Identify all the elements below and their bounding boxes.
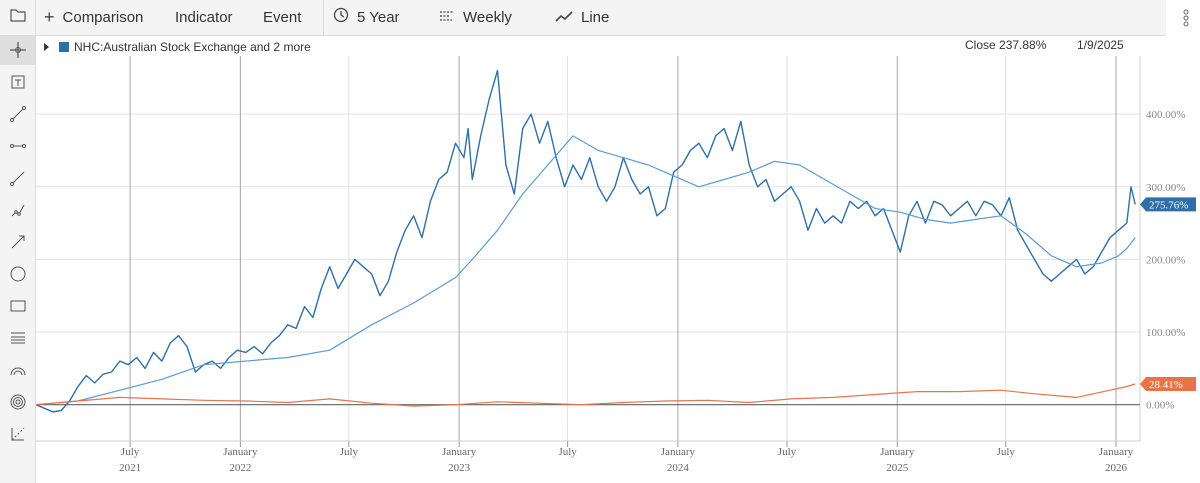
- indicator-button[interactable]: Indicator: [175, 0, 233, 35]
- x-tick-label: July: [778, 446, 797, 458]
- range-label: 5 Year: [357, 9, 400, 26]
- x-tick-label: July: [558, 446, 577, 458]
- event-button[interactable]: Event: [263, 0, 301, 35]
- arc-icon[interactable]: [0, 355, 35, 385]
- text-box-icon[interactable]: [0, 67, 35, 97]
- series-line-1: [36, 135, 1136, 406]
- comparison-button[interactable]: + Comparison: [44, 0, 143, 35]
- series-line-2: [36, 383, 1136, 407]
- horizontal-line-icon[interactable]: [0, 131, 35, 161]
- interval-label: Weekly: [463, 9, 512, 26]
- fibonacci-icon[interactable]: [0, 323, 35, 353]
- x-tick-year-label: 2025: [886, 462, 909, 474]
- x-tick-year-label: 2023: [448, 462, 471, 474]
- performance-chart[interactable]: 0.00% 100.00% 200.00% 300.00% 400.00% July 202…: [36, 56, 1200, 483]
- chart-toolbar: + Comparison Indicator Event 5 Year Week…: [36, 0, 1166, 36]
- rectangle-icon[interactable]: [0, 291, 35, 321]
- y-tick-label: 0.00%: [1146, 400, 1174, 412]
- trend-line-icon[interactable]: [0, 163, 35, 193]
- comparison-label: Comparison: [62, 9, 144, 26]
- y-tick-label: 400.00%: [1146, 109, 1185, 121]
- folder-icon[interactable]: [0, 0, 35, 30]
- polyline-icon[interactable]: [0, 195, 35, 225]
- line-segment-icon[interactable]: [0, 99, 35, 129]
- plus-icon: +: [44, 7, 55, 27]
- x-tick-label: July: [121, 446, 140, 458]
- x-tick-label: July: [340, 446, 359, 458]
- more-menu-icon[interactable]: [1176, 4, 1196, 32]
- interval-button[interactable]: Weekly: [439, 0, 512, 35]
- series-legend[interactable]: NHC:Australian Stock Exchange and 2 more: [44, 38, 311, 56]
- x-tick-year-label: 2022: [229, 462, 251, 474]
- toolbar-divider: [323, 0, 324, 35]
- chart-type-button[interactable]: Line: [555, 0, 609, 35]
- value-badge: [1140, 377, 1196, 392]
- circle-icon[interactable]: [0, 259, 35, 289]
- x-tick-year-label: 2021: [119, 462, 141, 474]
- chart-type-label: Line: [581, 9, 610, 26]
- x-tick-year-label: 2026: [1105, 462, 1128, 474]
- event-label: Event: [263, 9, 302, 26]
- line-chart-icon: [555, 7, 573, 28]
- x-tick-label: January: [1099, 446, 1134, 458]
- arrow-line-icon[interactable]: [0, 227, 35, 257]
- x-tick-label: January: [661, 446, 696, 458]
- legend-label: NHC:Australian Stock Exchange and 2 more: [74, 40, 311, 54]
- range-button[interactable]: 5 Year: [333, 0, 400, 35]
- value-badge-label: 275.76%: [1149, 199, 1188, 211]
- value-badge: [1140, 197, 1196, 212]
- x-tick-label: January: [880, 446, 915, 458]
- close-readout: Close 237.88%: [965, 38, 1047, 52]
- crosshair-icon[interactable]: [0, 35, 35, 65]
- expand-caret-icon[interactable]: [44, 43, 49, 51]
- series-line-0: [36, 69, 1136, 413]
- drawing-tools-sidebar: [0, 0, 36, 483]
- x-tick-year-label: 2024: [667, 462, 690, 474]
- value-badge-label: 28.41%: [1149, 379, 1183, 391]
- y-tick-label: 300.00%: [1146, 182, 1185, 194]
- series-color-swatch: [59, 42, 69, 52]
- y-tick-label: 200.00%: [1146, 254, 1185, 266]
- indicator-label: Indicator: [175, 9, 233, 26]
- y-tick-label: 100.00%: [1146, 327, 1185, 339]
- x-tick-label: July: [997, 446, 1016, 458]
- interval-icon: [439, 7, 455, 28]
- target-icon[interactable]: [0, 387, 35, 417]
- x-tick-label: January: [442, 446, 477, 458]
- x-tick-label: January: [223, 446, 258, 458]
- measure-icon[interactable]: [0, 419, 35, 449]
- date-readout: 1/9/2025: [1077, 38, 1124, 52]
- clock-icon: [333, 7, 349, 28]
